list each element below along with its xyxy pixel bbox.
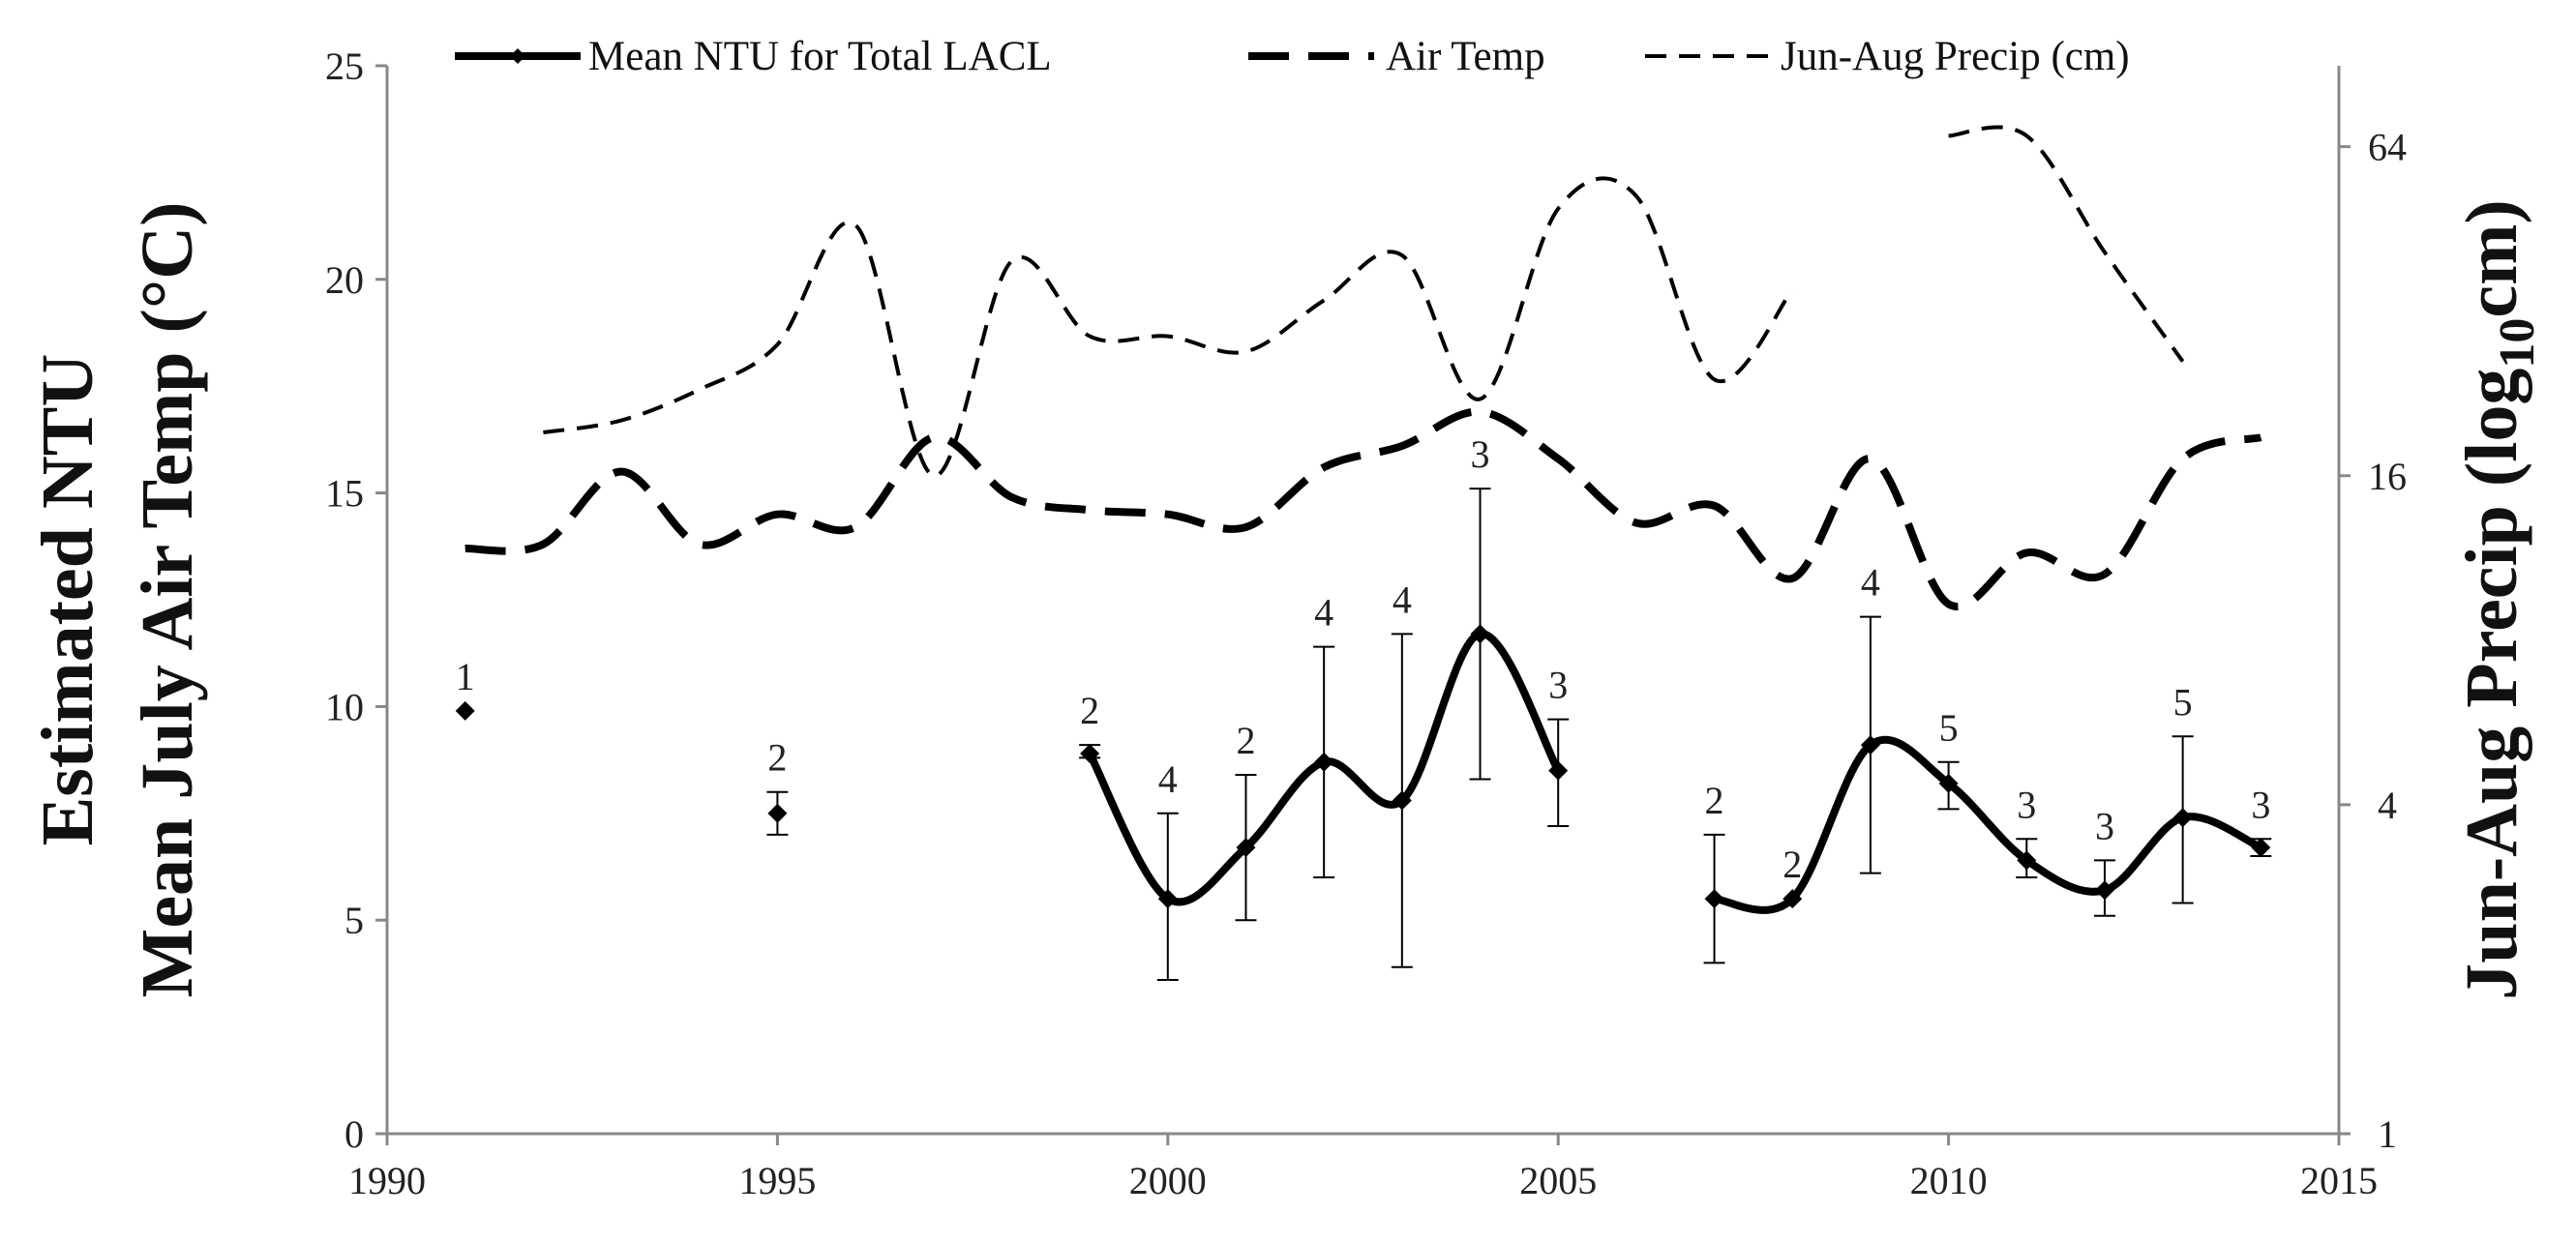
ntu-points-layer: 1 2 2 4 2 4 4 3 3 2 2 4 5 3 3 5 3 <box>455 432 2272 982</box>
ntu-point <box>2094 880 2114 901</box>
ntu-point <box>1314 752 1334 772</box>
ntu-sample-count: 4 <box>1861 561 1880 605</box>
right-y-tick-label: 1 <box>2378 1112 2397 1156</box>
left-axis-title-line2: Mean July Air Temp (°C) <box>127 202 208 998</box>
ntu-sample-count: 1 <box>456 655 475 698</box>
ntu-sample-count: 5 <box>2173 680 2193 724</box>
precip-line <box>543 176 1794 478</box>
ntu-sample-count: 2 <box>1782 843 1802 886</box>
left-y-tick-label: 5 <box>344 899 364 942</box>
precip-line <box>1948 125 2185 363</box>
x-tick-label: 2015 <box>2300 1159 2378 1202</box>
ntu-sample-count: 3 <box>1548 664 1568 707</box>
ntu-sample-count: 4 <box>1314 591 1333 635</box>
right-axis-title-main: Jun-Aug Precip (log <box>2451 369 2532 1000</box>
ntu-sample-count: 2 <box>1236 719 1255 762</box>
left-y-tick-label: 0 <box>344 1112 364 1156</box>
ntu-sample-count: 3 <box>2095 804 2114 847</box>
ntu-point <box>1470 624 1490 644</box>
ntu-sample-count: 5 <box>1939 706 1959 750</box>
right-y-tick-label: 4 <box>2378 784 2397 827</box>
right-y-tick-label: 16 <box>2368 455 2407 498</box>
legend-marker-ntu <box>510 48 525 64</box>
left-y-tick-label: 25 <box>325 44 364 88</box>
legend-label-ntu: Mean NTU for Total LACL <box>588 34 1052 79</box>
ntu-sample-count: 2 <box>1705 779 1724 822</box>
ntu-sample-count: 4 <box>1158 757 1178 801</box>
ntu-point <box>1782 889 1803 909</box>
right-axis-title: Jun-Aug Precip (log10cm) <box>2451 199 2545 999</box>
ntu-sample-count: 3 <box>1471 432 1490 476</box>
ntu-point <box>1392 790 1412 811</box>
x-tick-label: 1995 <box>738 1159 816 1202</box>
ntu-sample-count: 2 <box>1080 689 1099 732</box>
x-tick-label: 1990 <box>348 1159 426 1202</box>
x-tick-label: 2010 <box>1910 1159 1988 1202</box>
ntu-point <box>1938 773 1959 793</box>
ntu-point <box>1548 760 1569 781</box>
ntu-point <box>2017 850 2037 871</box>
air-temp-line <box>464 407 2262 610</box>
ntu-sample-count: 4 <box>1393 578 1412 621</box>
left-y-tick-label: 10 <box>325 685 364 728</box>
ntu-point <box>1236 838 1256 858</box>
right-y-tick-label: 64 <box>2368 126 2407 169</box>
legend-label-air-temp: Air Temp <box>1386 34 1545 79</box>
ntu-point <box>2251 838 2271 858</box>
legend: Mean NTU for Total LACL Air Temp Jun-Aug… <box>455 34 2130 79</box>
ntu-sample-count: 2 <box>767 736 787 780</box>
right-axis-title-subscript: 10 <box>2490 318 2545 369</box>
left-y-tick-label: 15 <box>325 472 364 516</box>
left-axis-title-line1: Estimated NTU <box>27 354 108 846</box>
ntu-sample-count: 3 <box>2017 783 2036 826</box>
left-y-tick-label: 20 <box>325 258 364 302</box>
ntu-point <box>2172 808 2193 828</box>
ntu-point <box>1860 735 1880 755</box>
right-axis-title-tail: cm) <box>2451 199 2532 317</box>
legend-label-precip: Jun-Aug Precip (cm) <box>1781 34 2130 79</box>
ntu-point <box>1157 889 1178 909</box>
ntu-point <box>455 700 475 721</box>
ntu-point <box>767 803 788 823</box>
ntu-point <box>1704 889 1724 909</box>
x-tick-label: 2005 <box>1519 1159 1597 1202</box>
ntu-sample-count: 3 <box>2251 783 2270 826</box>
ntu-point <box>1080 743 1100 763</box>
ntu-line <box>1714 735 2262 914</box>
series-layer <box>464 125 2262 914</box>
x-tick-label: 2000 <box>1129 1159 1207 1202</box>
axes <box>385 66 2341 1136</box>
